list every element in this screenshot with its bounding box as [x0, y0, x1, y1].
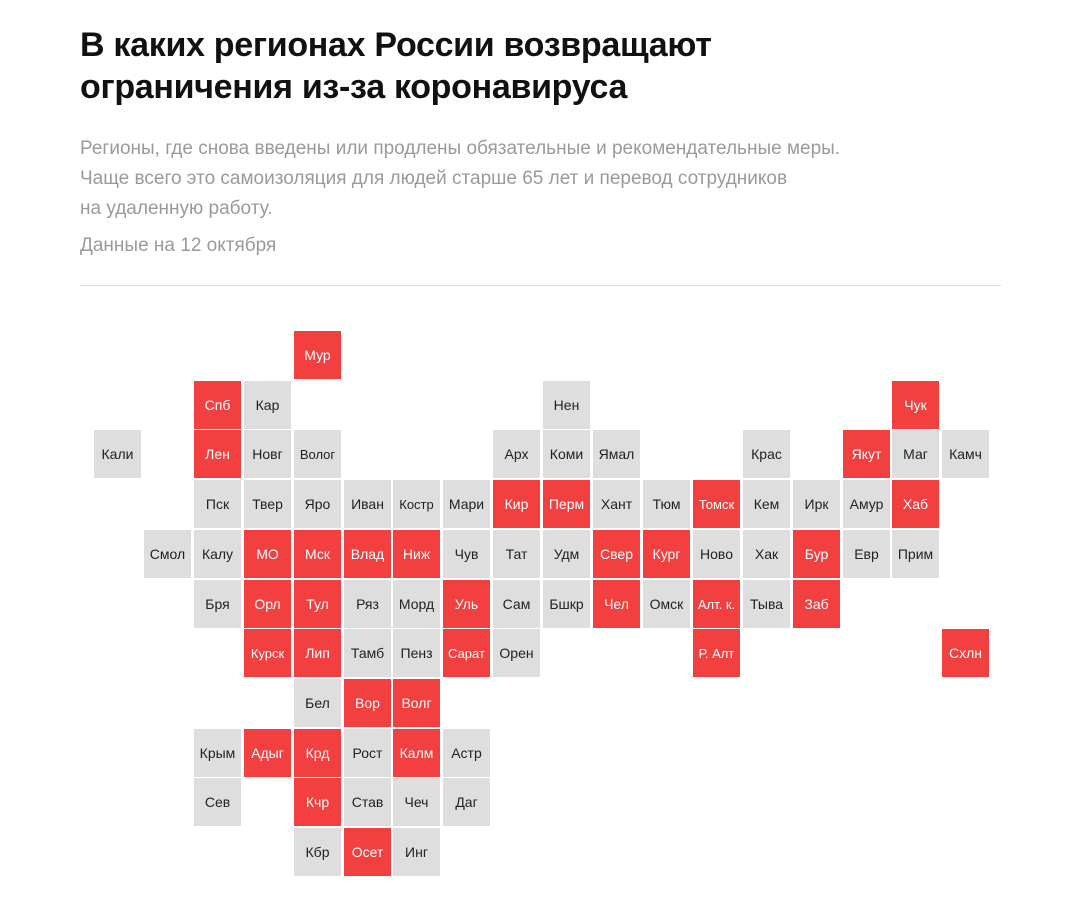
region-tile: Став [344, 778, 391, 826]
region-tile: Бур [793, 530, 840, 578]
region-tile: Уль [443, 580, 490, 628]
region-tile: Сарат [443, 629, 490, 677]
region-tile: Адыг [244, 729, 291, 777]
region-tile: Кар [244, 381, 291, 429]
title-line-1: В каких регионах России возвращают [80, 26, 712, 64]
region-tile: Калм [393, 729, 440, 777]
region-tile: Сам [493, 580, 540, 628]
region-tile: Пск [194, 480, 241, 528]
region-tile: Перм [543, 480, 590, 528]
region-tile: Евр [843, 530, 890, 578]
region-tile: Костр [393, 480, 440, 528]
region-tile: Коми [543, 430, 590, 478]
region-tile: Кург [643, 530, 690, 578]
region-tile: Спб [194, 381, 241, 429]
region-tile: Орен [493, 629, 540, 677]
region-tile: Морд [393, 580, 440, 628]
region-tile: Кали [94, 430, 141, 478]
region-tile: Хант [593, 480, 640, 528]
region-tile: Крд [294, 729, 341, 777]
title-line-2: ограничения из-за коронавируса [80, 68, 628, 106]
region-tile: Смол [144, 530, 191, 578]
subtitle-line-1: Регионы, где снова введены или продлены … [80, 138, 841, 159]
subtitle-line-2: Чаще всего это самоизоляция для людей ст… [80, 168, 788, 189]
subtitle: Регионы, где снова введены или продлены … [80, 134, 980, 224]
region-tile: Орл [244, 580, 291, 628]
region-tile: Ниж [393, 530, 440, 578]
region-tile: Свер [593, 530, 640, 578]
region-tile: Волг [393, 679, 440, 727]
region-tile: Нен [543, 381, 590, 429]
region-tile: Яро [294, 480, 341, 528]
region-tile: Чеч [393, 778, 440, 826]
region-tile: Мск [294, 530, 341, 578]
region-tile: Хак [743, 530, 790, 578]
region-tile: Инг [393, 828, 440, 876]
region-tile: Алт. к. [693, 580, 740, 628]
region-tile: Тул [294, 580, 341, 628]
region-tile: Якут [843, 430, 890, 478]
region-tile: Даг [443, 778, 490, 826]
region-tile: Кчр [294, 778, 341, 826]
region-tile: Мари [443, 480, 490, 528]
region-tile: Ямал [593, 430, 640, 478]
region-tile: Тат [493, 530, 540, 578]
region-tile: Р. Алт [693, 629, 740, 677]
region-tile: Мур [294, 331, 341, 379]
region-tile: Чел [593, 580, 640, 628]
region-tile: Твер [244, 480, 291, 528]
region-tile: Влад [344, 530, 391, 578]
page-title: В каких регионах России возвращают огран… [80, 24, 980, 108]
region-tile: МО [244, 530, 291, 578]
region-tile: Новг [244, 430, 291, 478]
region-tile: Амур [843, 480, 890, 528]
region-tile: Тамб [344, 629, 391, 677]
region-tile: Ново [693, 530, 740, 578]
region-tile: Арх [493, 430, 540, 478]
region-tile: Иван [344, 480, 391, 528]
region-tile: Бел [294, 679, 341, 727]
region-tile: Кир [493, 480, 540, 528]
region-tile: Вор [344, 679, 391, 727]
region-tile: Курск [244, 629, 291, 677]
region-tile: Камч [942, 430, 989, 478]
region-tile: Рост [344, 729, 391, 777]
region-tile: Хаб [892, 480, 939, 528]
region-tile: Тюм [643, 480, 690, 528]
region-tile: Тыва [743, 580, 790, 628]
region-tile: Калу [194, 530, 241, 578]
region-tile: Крым [194, 729, 241, 777]
region-tile: Бря [194, 580, 241, 628]
region-tile: Удм [543, 530, 590, 578]
region-tile: Лен [194, 430, 241, 478]
region-tile: Кбр [294, 828, 341, 876]
region-tile: Чук [892, 381, 939, 429]
region-tile: Прим [892, 530, 939, 578]
region-tile: Ирк [793, 480, 840, 528]
region-tile: Лип [294, 629, 341, 677]
region-tile: Ряз [344, 580, 391, 628]
region-tile: Осет [344, 828, 391, 876]
region-tile: Пенз [393, 629, 440, 677]
region-tile: Заб [793, 580, 840, 628]
region-tile: Сев [194, 778, 241, 826]
region-tile: Кем [743, 480, 790, 528]
region-tile: Чув [443, 530, 490, 578]
subtitle-line-3: на удаленную работу. [80, 198, 273, 219]
header-divider [80, 285, 1001, 286]
region-tile: Томск [693, 480, 740, 528]
region-tile: Омск [643, 580, 690, 628]
region-tile: Астр [443, 729, 490, 777]
data-date: Данные на 12 октября [80, 235, 277, 256]
region-tile: Крас [743, 430, 790, 478]
region-tile: Волог [294, 430, 341, 478]
region-tile: Маг [892, 430, 939, 478]
region-tile: Бшкр [543, 580, 590, 628]
region-tile: Схлн [942, 629, 989, 677]
